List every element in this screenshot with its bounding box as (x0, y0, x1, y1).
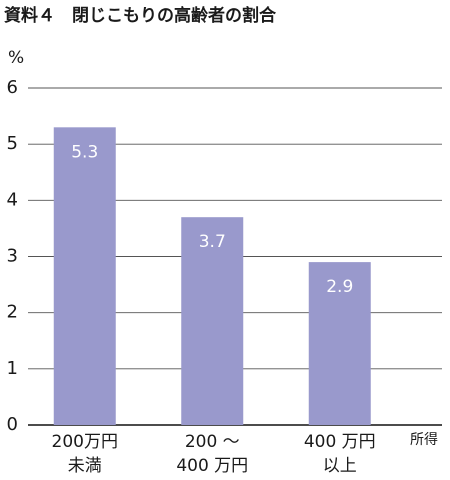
y-tick-label: 5 (7, 133, 18, 154)
x-axis-label: 所得 (410, 431, 438, 448)
y-tick-label: 0 (7, 414, 18, 435)
bar (308, 262, 371, 425)
x-tick-label: 400 万円 (304, 432, 376, 452)
value-label: 2.9 (326, 277, 353, 297)
x-tick-label: 400 万円 (176, 456, 248, 476)
x-tick-label: 未満 (68, 456, 102, 476)
chart-title: 資料４ 閉じこもりの高齢者の割合 (4, 5, 277, 26)
value-label: 3.7 (199, 232, 226, 252)
y-tick-label: 1 (7, 358, 18, 379)
y-tick-label: 6 (7, 77, 18, 98)
bar (181, 217, 244, 425)
value-label: 5.3 (71, 142, 98, 162)
x-tick-label: 以上 (323, 456, 357, 476)
y-tick-label: 3 (7, 246, 18, 267)
x-tick-label: 200万円 (52, 432, 118, 452)
y-tick-label: 4 (7, 189, 18, 210)
x-tick-label: 200 ～ (185, 432, 240, 452)
y-tick-label: 2 (7, 302, 18, 323)
bar (53, 127, 116, 426)
y-axis-label: % (8, 48, 24, 68)
